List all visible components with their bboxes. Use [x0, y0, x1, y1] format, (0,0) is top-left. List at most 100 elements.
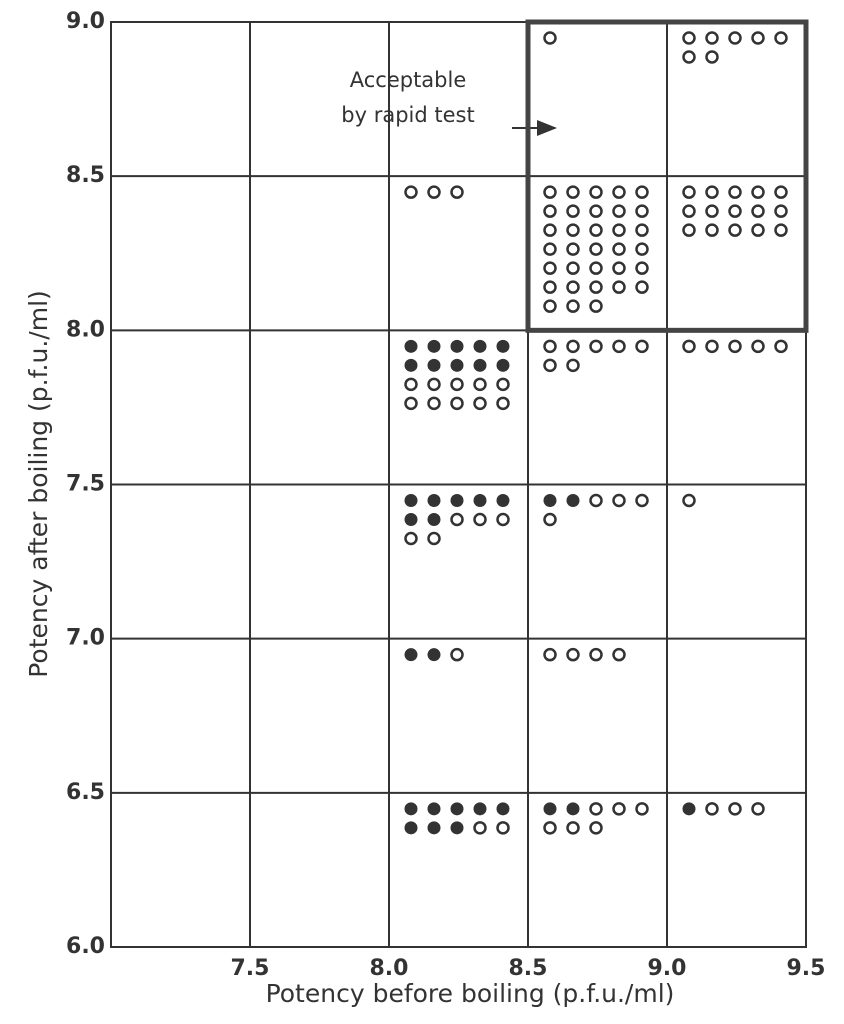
open-dot — [682, 339, 696, 354]
open-dot — [450, 647, 464, 662]
open-dot — [705, 50, 719, 64]
x-tick-label: 7.5 — [231, 956, 270, 981]
open-dot — [543, 647, 557, 662]
open-dot — [404, 396, 418, 411]
open-dot — [496, 396, 510, 411]
open-dot — [589, 299, 603, 313]
filled-dot — [450, 494, 464, 507]
open-dot — [682, 50, 696, 64]
open-dot — [543, 299, 557, 313]
open-dot — [635, 204, 649, 218]
open-dot — [543, 280, 557, 294]
filled-dot — [450, 339, 464, 353]
open-dot — [473, 377, 487, 392]
open-dot — [427, 531, 441, 546]
filled-dot — [543, 494, 557, 507]
open-dot — [612, 647, 626, 662]
open-dot — [589, 223, 603, 237]
open-dot — [635, 802, 649, 816]
open-dot — [589, 339, 603, 354]
open-dot — [728, 185, 742, 199]
open-dot — [427, 185, 441, 199]
y-tick-label: 7.5 — [66, 472, 105, 497]
open-dot — [705, 223, 719, 237]
open-dot — [612, 242, 626, 256]
open-dot — [705, 31, 719, 45]
open-dot — [751, 223, 765, 237]
filled-dot — [404, 494, 418, 507]
open-dot — [774, 204, 788, 218]
open-dot — [682, 31, 696, 45]
open-dot — [543, 261, 557, 275]
x-tick-label: 9.0 — [648, 956, 687, 981]
open-dot — [612, 204, 626, 218]
y-tick-label: 6.0 — [66, 934, 105, 959]
y-tick-label: 9.0 — [66, 9, 105, 34]
open-dot — [404, 377, 418, 392]
open-dot — [427, 396, 441, 411]
open-dot — [450, 512, 464, 527]
open-dot — [612, 261, 626, 275]
filled-dot — [682, 802, 696, 816]
open-dot — [705, 204, 719, 218]
open-dot — [450, 377, 464, 392]
open-dot — [682, 204, 696, 218]
open-dot — [566, 261, 580, 275]
open-dot — [543, 339, 557, 354]
open-dot — [589, 802, 603, 816]
open-dot — [566, 299, 580, 313]
y-tick-label: 7.0 — [66, 626, 105, 651]
open-dot — [473, 512, 487, 527]
annotation: by rapid test — [341, 103, 474, 127]
open-dot — [635, 280, 649, 294]
x-tick-label: 9.5 — [787, 956, 826, 981]
filled-dot — [496, 358, 510, 372]
x-tick-label: 8.0 — [370, 956, 409, 981]
filled-dot — [404, 648, 418, 662]
open-dot — [543, 358, 557, 373]
y-tick-label: 6.5 — [66, 780, 105, 805]
open-dot — [473, 396, 487, 411]
filled-dot — [427, 821, 441, 835]
open-dot — [774, 223, 788, 237]
open-dot — [543, 204, 557, 218]
filled-dot — [404, 802, 418, 816]
filled-dot — [427, 513, 441, 526]
open-dot — [635, 339, 649, 354]
filled-dot — [566, 802, 580, 816]
open-dot — [566, 223, 580, 237]
open-dot — [589, 261, 603, 275]
open-dot — [589, 280, 603, 294]
x-tick-label: 8.5 — [509, 956, 548, 981]
open-dot — [589, 493, 603, 508]
open-dot — [612, 185, 626, 199]
open-dot — [496, 512, 510, 527]
open-dot — [728, 31, 742, 45]
filled-dot — [404, 358, 418, 372]
open-dot — [427, 377, 441, 392]
open-dot — [682, 185, 696, 199]
filled-dot — [404, 513, 418, 526]
open-dot — [589, 647, 603, 662]
open-dot — [496, 821, 510, 835]
open-dot — [705, 339, 719, 354]
open-dot — [404, 531, 418, 546]
y-tick-label: 8.5 — [66, 163, 105, 188]
filled-dot — [473, 494, 487, 507]
filled-dot — [427, 802, 441, 816]
open-dot — [612, 280, 626, 294]
open-dot — [543, 512, 557, 527]
open-dot — [612, 493, 626, 508]
open-dot — [543, 223, 557, 237]
open-dot — [751, 339, 765, 354]
open-dot — [728, 204, 742, 218]
filled-dot — [473, 358, 487, 372]
open-dot — [473, 821, 487, 835]
open-dot — [543, 821, 557, 835]
open-dot — [682, 493, 696, 508]
open-dot — [543, 185, 557, 199]
filled-dot — [427, 648, 441, 662]
open-dot — [589, 204, 603, 218]
open-dot — [751, 31, 765, 45]
